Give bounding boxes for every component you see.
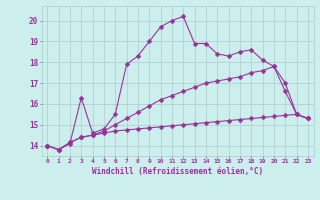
- X-axis label: Windchill (Refroidissement éolien,°C): Windchill (Refroidissement éolien,°C): [92, 167, 263, 176]
